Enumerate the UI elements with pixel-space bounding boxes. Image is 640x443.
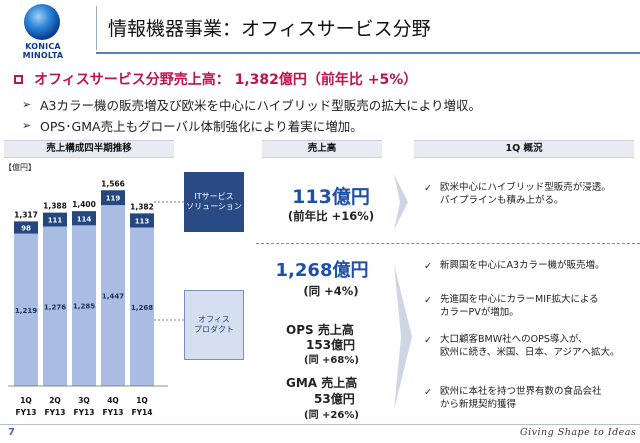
ops-sales-value: 153億円 bbox=[306, 338, 356, 352]
bar-value-label-it: 113 bbox=[135, 217, 150, 225]
bar-segment-it bbox=[101, 190, 125, 206]
office-overview-note-3: 大口顧客BMW社へのOPS導入が、 欧州に続き、米国、日本、アジアへ拡大。 bbox=[440, 333, 619, 360]
bar-total-label: 1,382 bbox=[130, 202, 154, 211]
footer-rule bbox=[0, 424, 640, 425]
bar-total-label: 1,566 bbox=[101, 179, 125, 188]
office-overview-note-2: 先進国を中心にカラーMIF拡大による カラーPVが増加。 bbox=[440, 293, 599, 320]
bar-total-label: 1,400 bbox=[72, 200, 96, 209]
bar-segment-it bbox=[130, 213, 154, 228]
gma-sales-change: (同 +26%) bbox=[304, 410, 359, 421]
bar-segment-office bbox=[101, 205, 125, 386]
x-tick-label: 1Q bbox=[20, 396, 32, 405]
x-tick-label: 2Q bbox=[49, 396, 61, 405]
globe-logo-icon bbox=[24, 4, 60, 40]
bullet-text-2: OPS･GMA売上もグローバル体制強化により着実に増加。 bbox=[40, 119, 363, 134]
dotted-separator bbox=[256, 243, 640, 244]
office-sales-value: 1,268億円 bbox=[275, 260, 369, 281]
headline: オフィスサービス分野売上高： 1,382億円（前年比 +5%） bbox=[34, 72, 418, 88]
office-note-3-line2: 欧州に続き、米国、日本、アジアへ拡大。 bbox=[440, 347, 620, 359]
it-service-solution-box: ITサービス ソリューション bbox=[184, 172, 244, 232]
office-overview-note-1: 新興国を中心にA3カラー機が販売増。 bbox=[440, 259, 605, 272]
header-divider bbox=[96, 6, 97, 50]
ops-sales-label: OPS 売上高 bbox=[286, 323, 354, 337]
connector-lines bbox=[154, 201, 184, 321]
office-box-line1: オフィス bbox=[198, 314, 230, 324]
x-tick-label: FY13 bbox=[16, 408, 37, 417]
bar-segment-office bbox=[14, 233, 38, 386]
bar-total-label: 1,317 bbox=[14, 210, 38, 219]
office-product-box: オフィス プロダクト bbox=[184, 290, 244, 360]
it-overview-line1: 欧米中心にハイブリッド型販売が浸透。 bbox=[440, 182, 611, 193]
arrow-bullet-icon: ➢ bbox=[22, 98, 32, 111]
office-note-2-line1: 先進国を中心にカラーMIF拡大による bbox=[440, 294, 599, 305]
x-tick-label: FY13 bbox=[45, 408, 66, 417]
x-tick-label: FY13 bbox=[74, 408, 95, 417]
chart-section-header: 売上構成四半期推移 bbox=[4, 140, 174, 158]
it-box-line2: ソリューション bbox=[186, 202, 242, 211]
bar-value-label-it: 114 bbox=[77, 215, 92, 223]
office-note-2-line2: カラーPVが増加。 bbox=[440, 307, 519, 319]
x-tick-label: 1Q bbox=[136, 396, 148, 405]
x-tick-label: FY14 bbox=[132, 408, 153, 417]
check-icon: ✓ bbox=[424, 387, 432, 398]
bullet-text-1: A3カラー機の販売増及び欧米を中心にハイブリッド型販売の拡大により増収。 bbox=[40, 98, 482, 113]
bar-segment-it bbox=[72, 211, 96, 226]
arrow-bullet-icon: ➢ bbox=[22, 119, 32, 132]
office-sales-change: (同 +4%) bbox=[303, 284, 359, 298]
bar-value-label-office: 1,268 bbox=[131, 304, 153, 312]
it-overview-note: 欧米中心にハイブリッド型販売が浸透。 パイプラインも積み上がる。 bbox=[440, 181, 611, 208]
bar-value-label-office: 1,285 bbox=[73, 303, 95, 311]
it-sales-change: (前年比 +16%) bbox=[287, 209, 375, 223]
it-box-line1: ITサービス bbox=[194, 191, 234, 201]
gma-sales-label: GMA 売上高 bbox=[286, 376, 358, 390]
bar-segment-office bbox=[130, 227, 154, 386]
overview-section-header: 1Q 概況 bbox=[414, 140, 634, 158]
bar-value-label-it: 119 bbox=[106, 195, 121, 203]
check-icon: ✓ bbox=[424, 261, 432, 272]
bar-value-label-it: 111 bbox=[48, 217, 63, 225]
office-box-line2: プロダクト bbox=[194, 325, 234, 334]
x-tick-label: 4Q bbox=[107, 396, 119, 405]
sales-section-header: 売上高 bbox=[262, 140, 382, 158]
logo-text: KONICA MINOLTA bbox=[22, 42, 64, 60]
page-number: 7 bbox=[8, 427, 15, 438]
office-note-4-line2: から新規契約獲得 bbox=[440, 399, 517, 411]
chevron-right-icon bbox=[394, 174, 408, 230]
x-tick-label: FY13 bbox=[103, 408, 124, 417]
office-overview-note-4: 欧州に本社を持つ世界有数の食品会社 から新規契約獲得 bbox=[440, 385, 602, 412]
bar-value-label-it: 98 bbox=[21, 225, 31, 233]
bar-segment-it bbox=[43, 212, 67, 227]
chevron-right-icon bbox=[394, 264, 412, 410]
bar-value-label-office: 1,276 bbox=[44, 303, 66, 311]
it-sales-value: 113億円 bbox=[292, 186, 370, 208]
bar-total-label: 1,388 bbox=[43, 202, 67, 211]
chart-unit-label: 【億円】 bbox=[4, 162, 36, 172]
konica-minolta-logo: KONICA MINOLTA bbox=[4, 2, 82, 60]
check-icon: ✓ bbox=[424, 335, 432, 346]
page-title: 情報機器事業：オフィスサービス分野 bbox=[108, 18, 431, 40]
office-note-4-line1: 欧州に本社を持つ世界有数の食品会社 bbox=[440, 386, 602, 397]
gma-sales-value: 53億円 bbox=[314, 392, 355, 406]
office-note-1-line1: 新興国を中心にA3カラー機が販売増。 bbox=[440, 260, 605, 271]
check-icon: ✓ bbox=[424, 183, 432, 194]
quarterly-sales-chart: 【億円】 1,219 98 1,317 1Q FY13 1,276 111 1,388 2Q FY1… bbox=[0, 158, 175, 424]
bar-value-label-office: 1,219 bbox=[15, 307, 37, 315]
bar-value-label-office: 1,447 bbox=[102, 293, 124, 301]
bar-segment-office bbox=[72, 225, 96, 386]
x-tick-label: 3Q bbox=[78, 396, 90, 405]
office-note-3-line1: 大口顧客BMW社へのOPS導入が、 bbox=[440, 334, 588, 345]
square-bullet-icon bbox=[14, 75, 23, 84]
footer-tagline: Giving Shape to Ideas bbox=[520, 427, 637, 438]
ops-sales-change: (同 +68%) bbox=[304, 355, 359, 366]
check-icon: ✓ bbox=[424, 295, 432, 306]
bar-segment-office bbox=[43, 226, 67, 386]
bar-segment-it bbox=[14, 221, 38, 234]
it-overview-line2: パイプラインも積み上がる。 bbox=[440, 195, 564, 207]
title-rule bbox=[96, 52, 640, 54]
chart-svg: 【億円】 1,219 98 1,317 1Q FY13 1,276 111 1,388 2Q FY1… bbox=[4, 162, 168, 417]
